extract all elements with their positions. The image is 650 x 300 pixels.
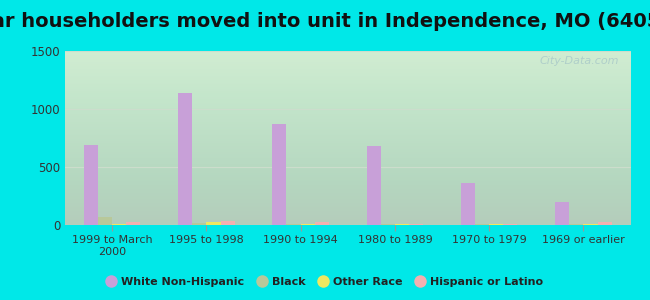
Bar [489,224,503,225]
Bar [555,202,569,225]
Text: City-Data.com: City-Data.com [540,56,619,66]
Bar [584,224,597,225]
Bar [395,224,409,225]
Legend: White Non-Hispanic, Black, Other Race, Hispanic or Latino: White Non-Hispanic, Black, Other Race, H… [102,272,548,291]
Bar [207,221,220,225]
Bar [381,224,395,225]
Bar [503,224,517,225]
Bar [126,221,140,225]
Bar [409,224,423,225]
Bar [112,224,126,225]
Bar [315,222,329,225]
Bar [287,224,300,225]
Text: Year householders moved into unit in Independence, MO (64057): Year householders moved into unit in Ind… [0,12,650,31]
Bar [569,224,584,225]
Bar [367,146,381,225]
Bar [300,224,315,225]
Bar [192,223,207,225]
Bar [98,218,112,225]
Bar [84,145,98,225]
Bar [475,224,489,225]
Bar [272,124,287,225]
Bar [178,93,192,225]
Bar [597,222,612,225]
Bar [461,183,475,225]
Bar [220,221,235,225]
